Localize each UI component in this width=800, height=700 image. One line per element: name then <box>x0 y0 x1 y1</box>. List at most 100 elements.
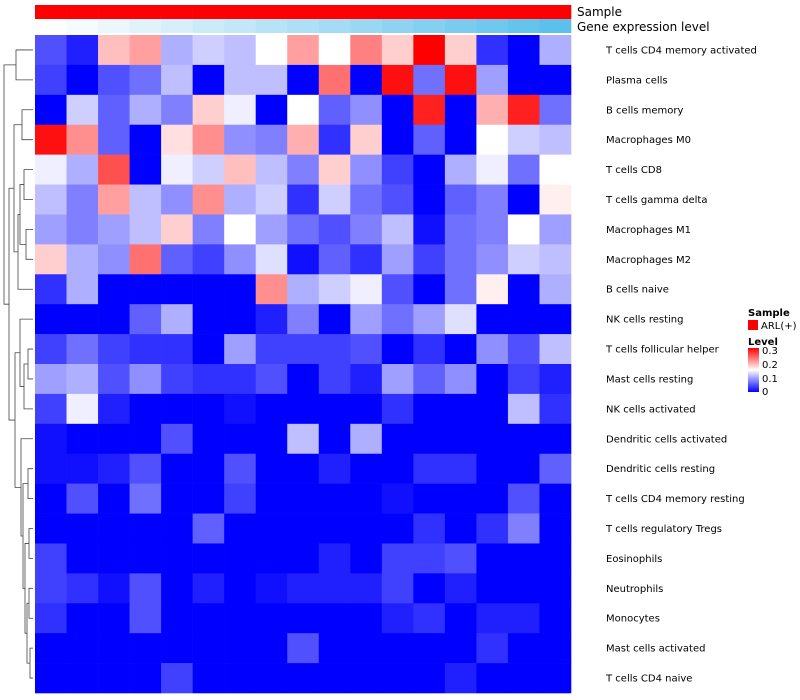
heatmap-cell <box>507 663 540 694</box>
heatmap-cell <box>192 393 225 425</box>
heatmap-cell <box>161 35 193 66</box>
heatmap-cell <box>255 184 288 215</box>
heatmap-cell <box>161 483 193 514</box>
annotation-cell-expression <box>129 19 162 33</box>
heatmap-cell <box>35 64 67 96</box>
heatmap-cell <box>507 244 540 275</box>
heatmap-cell <box>129 244 162 275</box>
heatmap-cell <box>35 184 67 215</box>
heatmap-cell <box>192 334 225 365</box>
heatmap-cell <box>35 244 67 275</box>
heatmap-cell <box>350 64 383 96</box>
heatmap-cell <box>381 244 414 275</box>
heatmap-cell <box>35 334 67 365</box>
heatmap-cell <box>129 483 162 514</box>
annotation-cell-expression <box>192 19 225 33</box>
heatmap-cell <box>539 603 572 634</box>
heatmap-cell <box>66 603 99 634</box>
heatmap-cell <box>381 184 414 215</box>
heatmap-cell <box>444 573 477 604</box>
heatmap-cell <box>255 663 288 694</box>
dendrogram-branch <box>23 169 33 200</box>
heatmap-cell <box>129 393 162 425</box>
heatmap-cell <box>476 453 509 484</box>
row-label: T cells CD4 memory resting <box>605 494 745 505</box>
heatmap-cell <box>66 633 99 664</box>
heatmap-cell <box>287 364 320 395</box>
heatmap-cell <box>66 543 99 574</box>
heatmap-cell <box>413 184 446 215</box>
heatmap-cell <box>476 304 509 335</box>
heatmap-cell <box>539 274 572 305</box>
heatmap-cell <box>350 483 383 514</box>
heatmap-cell <box>287 334 320 365</box>
annotation-cell-expression <box>318 19 351 33</box>
heatmap-cell <box>98 513 130 544</box>
heatmap-cell <box>476 274 509 305</box>
heatmap-cell <box>66 184 99 215</box>
dendrogram-branch <box>15 49 33 81</box>
heatmap-cell <box>318 393 351 425</box>
heatmap-cell <box>287 274 320 305</box>
heatmap-cell <box>35 304 67 335</box>
heatmap-cell <box>476 124 509 155</box>
heatmap-cell <box>255 543 288 574</box>
heatmap-cell <box>35 663 67 694</box>
heatmap-cell <box>224 184 257 215</box>
heatmap-cell <box>35 94 67 126</box>
heatmap-cell <box>255 393 288 425</box>
heatmap-cell <box>350 603 383 634</box>
annotation-cell-expression <box>224 19 257 33</box>
heatmap-cell <box>129 154 162 185</box>
heatmap-cell <box>413 274 446 305</box>
heatmap-cell <box>287 184 320 215</box>
heatmap-cell <box>539 64 572 96</box>
heatmap-cell <box>318 573 351 604</box>
heatmap-cell <box>129 35 162 66</box>
heatmap-cell <box>192 483 225 514</box>
heatmap-cell <box>350 633 383 664</box>
heatmap-cell <box>192 364 225 395</box>
heatmap-cell <box>161 453 193 484</box>
heatmap-cell <box>381 483 414 514</box>
heatmap-cell <box>444 154 477 185</box>
row-label: Monocytes <box>606 614 660 625</box>
heatmap-cell <box>129 64 162 96</box>
dendrogram-branch <box>23 363 33 410</box>
heatmap-cell <box>318 64 351 96</box>
heatmap-cell <box>287 483 320 514</box>
heatmap-cell <box>507 423 540 455</box>
annotation-cell-expression <box>255 19 288 33</box>
heatmap-cell <box>192 214 225 245</box>
heatmap-cell <box>507 334 540 365</box>
heatmap-cell <box>381 453 414 484</box>
heatmap-cell <box>444 244 477 275</box>
heatmap-cell <box>35 154 67 185</box>
heatmap-cell <box>318 483 351 514</box>
heatmap-cell <box>66 64 99 96</box>
heatmap-cell <box>318 334 351 365</box>
heatmap-cell <box>129 364 162 395</box>
heatmap-cell <box>444 633 477 664</box>
annotation-cell-sample <box>444 5 477 19</box>
legend-level-colorbar <box>748 348 759 392</box>
heatmap-cell <box>35 483 67 514</box>
heatmap-cell <box>287 513 320 544</box>
heatmap-cell <box>224 64 257 96</box>
heatmap-cell <box>66 334 99 365</box>
heatmap-cell <box>192 513 225 544</box>
heatmap-cell <box>476 184 509 215</box>
heatmap-cell <box>255 94 288 126</box>
heatmap-cell <box>539 124 572 155</box>
heatmap-cell <box>539 573 572 604</box>
heatmap-cell <box>444 124 477 155</box>
heatmap-cell <box>255 214 288 245</box>
heatmap-cell <box>35 214 67 245</box>
heatmap-cell <box>381 274 414 305</box>
heatmap-cell <box>287 304 320 335</box>
heatmap-cell <box>129 573 162 604</box>
heatmap-cell <box>161 423 193 455</box>
heatmap-cell <box>287 633 320 664</box>
dendrogram-branch <box>3 64 16 305</box>
heatmap-cell <box>287 214 320 245</box>
